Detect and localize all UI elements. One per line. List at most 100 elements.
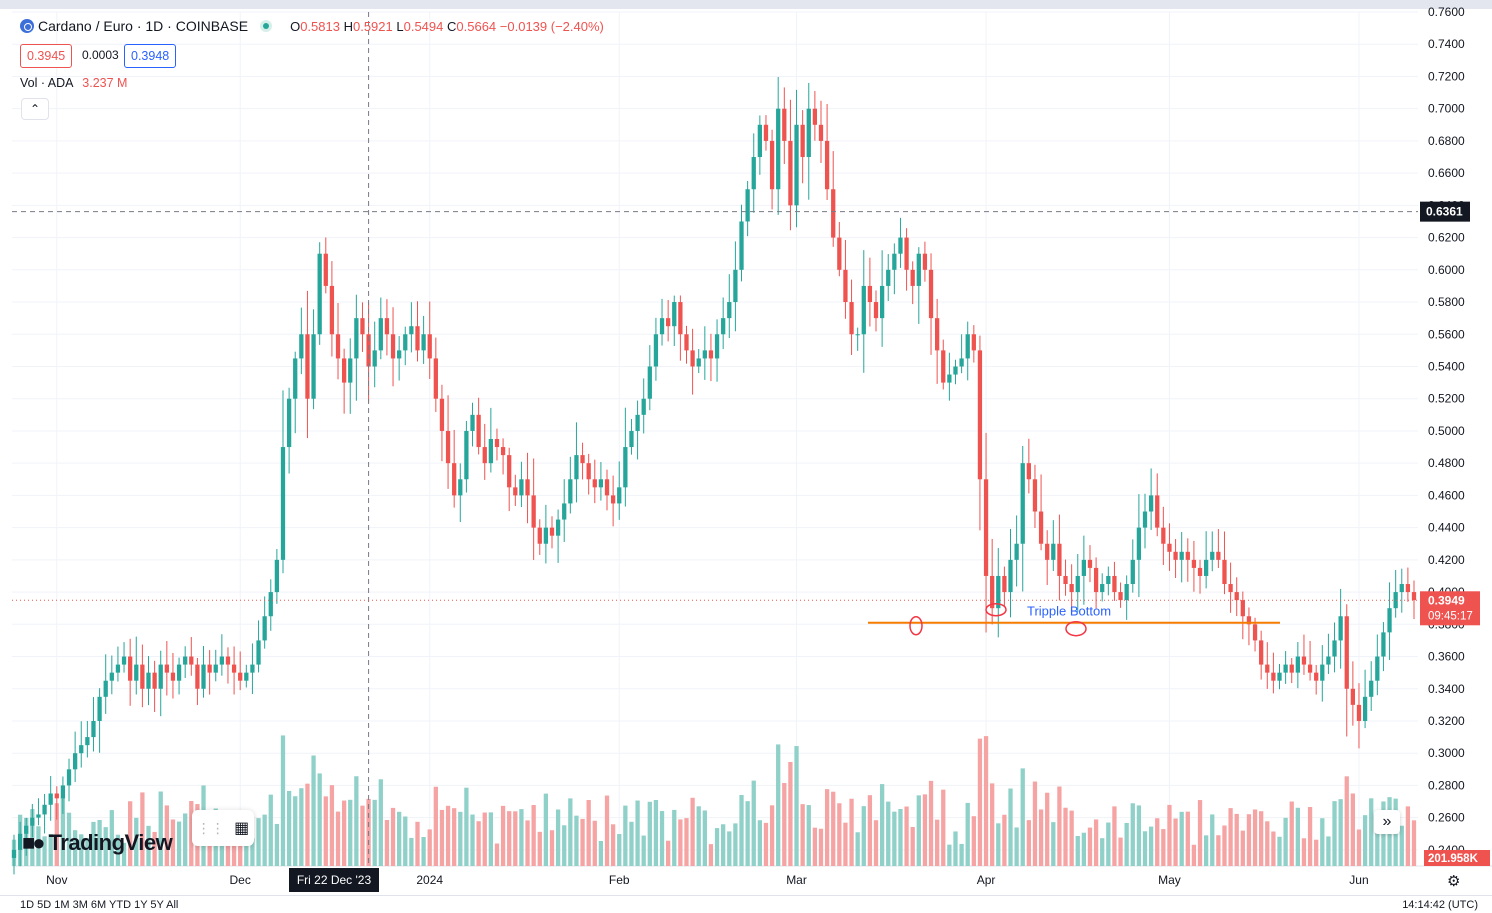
- candle-body: [1081, 559, 1087, 576]
- candle-body: [54, 793, 59, 799]
- y-tick-label: 0.4800: [1428, 456, 1465, 470]
- y-tick-label: 0.7200: [1428, 69, 1465, 83]
- volume-bar: [176, 821, 182, 866]
- volume-bar: [537, 831, 542, 866]
- candle-body: [702, 350, 707, 359]
- candle-body: [1320, 664, 1325, 681]
- candle-body: [1204, 559, 1209, 576]
- volume-bar: [311, 755, 316, 866]
- drag-handle-icon[interactable]: ⋮⋮: [196, 819, 225, 836]
- volume-value: 3.237 M: [82, 76, 128, 90]
- candle-body: [1252, 624, 1258, 641]
- volume-bar: [488, 812, 493, 866]
- candle-body: [299, 334, 304, 359]
- candle-body: [225, 656, 231, 665]
- candle-body: [1405, 584, 1411, 593]
- candle-body: [262, 616, 267, 641]
- volume-bar: [788, 761, 793, 866]
- volume-bar: [140, 792, 145, 866]
- volume-bar: [1338, 799, 1343, 866]
- volume-bar: [507, 811, 512, 866]
- candle-body: [537, 527, 542, 544]
- double-chevron-right-icon: »: [1382, 813, 1392, 830]
- volume-bar: [886, 801, 891, 866]
- y-tick-label: 0.7400: [1428, 37, 1465, 51]
- candle-body: [1326, 656, 1331, 665]
- symbol-title[interactable]: Cardano / Euro · 1D · COINBASE: [38, 18, 249, 34]
- candle-body: [452, 463, 457, 496]
- volume-bar: [867, 795, 873, 866]
- candle-body: [1197, 567, 1203, 576]
- x-tick-label: Jun: [1349, 873, 1368, 887]
- candle-body: [708, 350, 714, 359]
- volume-bar: [1356, 829, 1362, 866]
- candle-body: [103, 680, 108, 697]
- y-tick-label: 0.5200: [1428, 392, 1465, 406]
- candle-body: [727, 302, 732, 319]
- candle-body: [763, 124, 769, 141]
- timeframe-ranges[interactable]: 1D 5D 1M 3M 6M YTD 1Y 5Y All: [20, 899, 179, 911]
- candle-body: [812, 108, 818, 125]
- volume-bar: [1252, 809, 1258, 866]
- volume-value-badge: [1424, 850, 1490, 866]
- candle-body: [1362, 696, 1368, 721]
- volume-bar: [103, 827, 108, 866]
- volume-bar: [1106, 822, 1111, 866]
- volume-bar: [598, 840, 604, 866]
- candle-body: [641, 398, 646, 415]
- volume-bar: [666, 840, 671, 866]
- volume-bar: [916, 795, 921, 866]
- volume-bar: [164, 805, 169, 866]
- candle-body: [513, 487, 518, 496]
- object-tree-icon[interactable]: ▦: [234, 820, 250, 837]
- buy-price-button[interactable]: 0.3948: [124, 44, 177, 68]
- volume-bar: [91, 821, 96, 866]
- candle-body: [146, 672, 151, 689]
- volume-bar: [219, 843, 224, 866]
- volume-bar: [623, 805, 628, 866]
- volume-bar: [48, 834, 53, 866]
- y-tick-label: 0.6000: [1428, 263, 1465, 277]
- volume-bar: [1075, 836, 1080, 866]
- candle-body: [1332, 640, 1337, 657]
- collapse-legend-button[interactable]: ⌃: [21, 98, 49, 120]
- volume-bar: [1038, 809, 1044, 866]
- gear-icon[interactable]: ⚙: [1447, 873, 1461, 890]
- volume-bar: [158, 791, 163, 866]
- candle-body: [238, 672, 243, 681]
- candle-body: [280, 447, 286, 560]
- scroll-to-realtime-button[interactable]: »: [1374, 810, 1400, 834]
- candle-body: [134, 664, 139, 681]
- candle-body: [525, 479, 530, 496]
- volume-bar: [769, 805, 775, 866]
- spread-value: 0.0003: [82, 48, 119, 62]
- candle-body: [384, 318, 390, 335]
- candle-body: [990, 575, 995, 609]
- volume-bar: [922, 794, 928, 866]
- volume-bar: [965, 802, 970, 866]
- floating-toolbar[interactable]: ⋮⋮ ▦: [192, 810, 254, 846]
- market-status-icon[interactable]: [260, 20, 273, 32]
- candle-body: [831, 189, 836, 238]
- volume-bar: [85, 837, 90, 866]
- candle-body: [586, 463, 591, 480]
- volume-bar: [1240, 830, 1245, 866]
- volume-bar: [1411, 820, 1417, 866]
- y-tick-label: 0.3600: [1428, 650, 1465, 664]
- utc-clock[interactable]: 14:14:42 (UTC): [1402, 899, 1478, 911]
- sell-price-button[interactable]: 0.3945: [20, 44, 73, 68]
- crosshair-date-label: Fri 22 Dec '23: [289, 868, 379, 892]
- candle-body: [1411, 592, 1417, 601]
- volume-bar: [555, 809, 561, 866]
- candle-body: [666, 318, 671, 327]
- candle-body: [904, 237, 909, 270]
- candle-body: [910, 269, 915, 286]
- volume-bar: [1234, 813, 1239, 866]
- candle-body: [629, 430, 634, 448]
- volume-bar: [1191, 844, 1197, 866]
- volume-bar: [390, 807, 396, 866]
- y-tick-label: 0.2800: [1428, 778, 1465, 792]
- candle-body: [1240, 600, 1245, 617]
- tradingview-logo[interactable]: ■● TradingView: [22, 830, 173, 856]
